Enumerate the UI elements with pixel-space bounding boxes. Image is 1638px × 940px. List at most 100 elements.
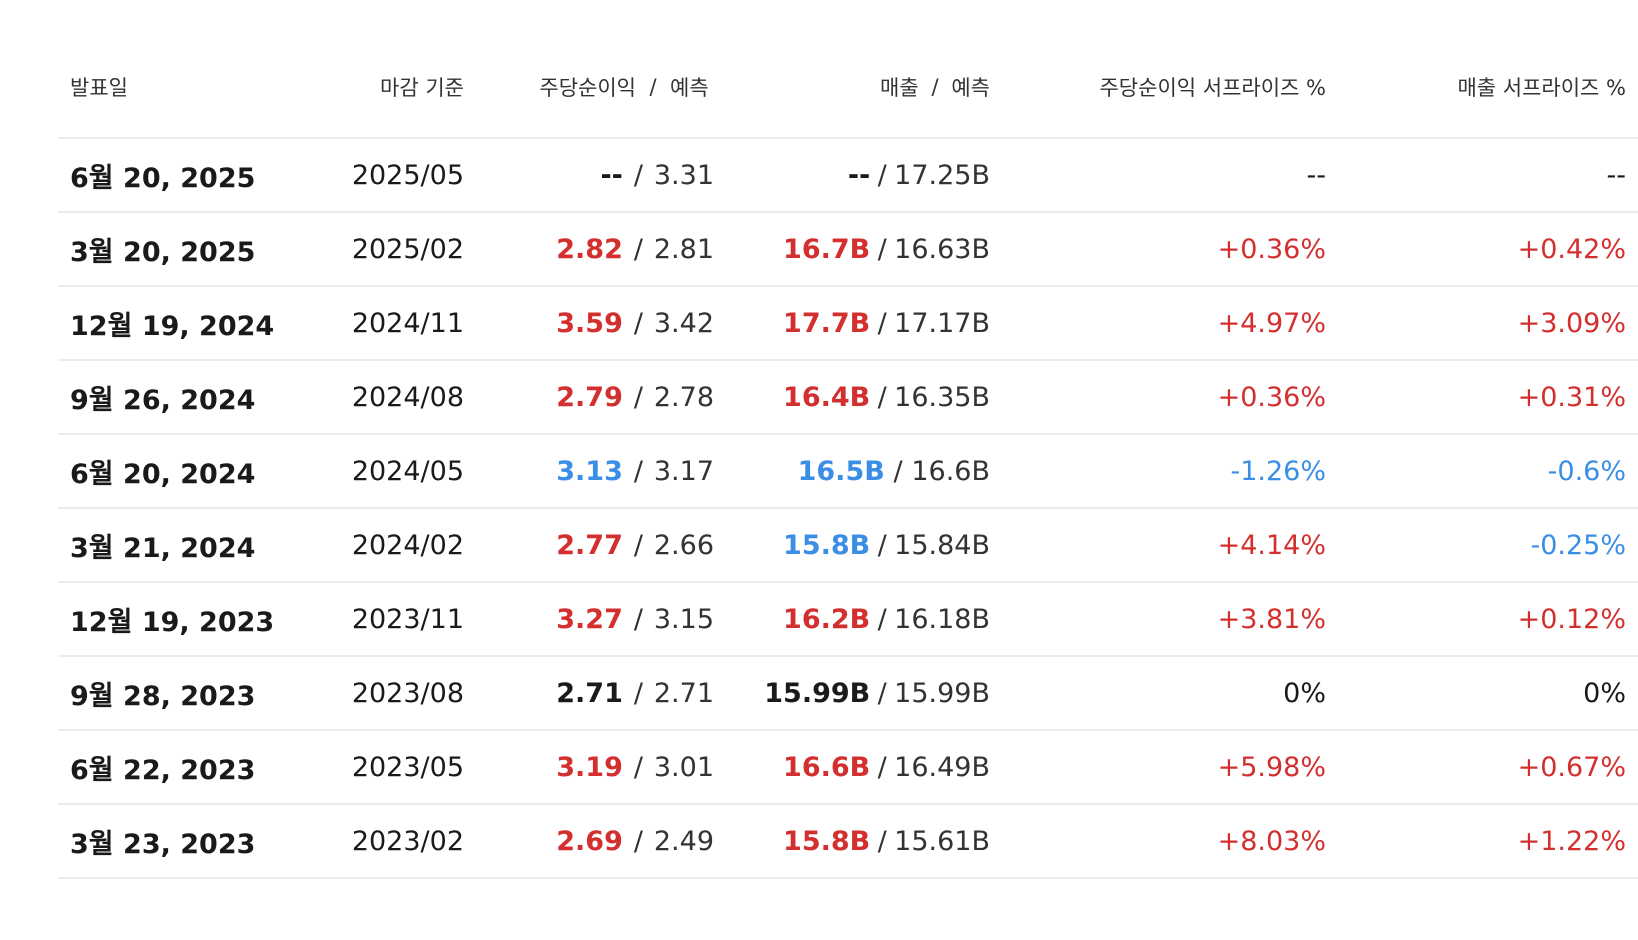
eps-cell: 3.19 / 3.01: [476, 730, 726, 805]
table-row: 3월 23, 2023 2023/02 2.69 / 2.49 15.8B / …: [58, 804, 1638, 879]
revenue-surprise-cell: +0.67%: [1338, 730, 1638, 805]
eps-forecast: 2.78: [653, 381, 714, 413]
table-row: 3월 21, 2024 2024/02 2.77 / 2.66 15.8B / …: [58, 508, 1638, 583]
eps-surprise-cell: 0%: [1002, 656, 1338, 731]
revenue-cell: 16.5B / 16.6B: [726, 434, 1002, 509]
revenue-forecast: 16.63B: [894, 233, 990, 265]
header-revenue-separator: /: [931, 74, 939, 99]
eps-separator: /: [633, 529, 643, 561]
period-end-cell: 2024/05: [294, 434, 476, 509]
eps-forecast: 3.01: [653, 751, 714, 783]
table-row: 12월 19, 2024 2024/11 3.59 / 3.42 17.7B /…: [58, 286, 1638, 361]
revenue-surprise-cell: 0%: [1338, 656, 1638, 731]
header-period-end[interactable]: 마감 기준: [294, 36, 476, 139]
table-body: 6월 20, 2025 2025/05 -- / 3.31 -- / 17.25…: [58, 138, 1638, 879]
revenue-separator: /: [877, 825, 887, 857]
release-date-cell: 3월 21, 2024: [58, 508, 294, 583]
revenue-cell: 16.2B / 16.18B: [726, 582, 1002, 657]
eps-separator: /: [633, 825, 643, 857]
revenue-actual: 16.5B: [797, 455, 885, 487]
revenue-forecast: 17.17B: [894, 307, 990, 339]
eps-forecast: 2.81: [653, 233, 714, 265]
eps-forecast: 3.42: [653, 307, 714, 339]
release-date-cell: 9월 28, 2023: [58, 656, 294, 731]
revenue-forecast: 16.49B: [894, 751, 990, 783]
eps-separator: /: [633, 677, 643, 709]
revenue-separator: /: [877, 233, 887, 265]
revenue-actual: 16.2B: [783, 603, 871, 635]
eps-actual: 2.77: [556, 529, 623, 561]
eps-separator: /: [633, 751, 643, 783]
eps-cell: 2.79 / 2.78: [476, 360, 726, 435]
header-revenue-forecast-label: 예측: [951, 75, 990, 100]
table-row: 12월 19, 2023 2023/11 3.27 / 3.15 16.2B /…: [58, 582, 1638, 657]
period-end-cell: 2024/08: [294, 360, 476, 435]
revenue-surprise-cell: -0.6%: [1338, 434, 1638, 509]
eps-forecast: 2.49: [653, 825, 714, 857]
table-row: 9월 26, 2024 2024/08 2.79 / 2.78 16.4B / …: [58, 360, 1638, 435]
revenue-actual: 16.4B: [783, 381, 871, 413]
eps-actual: 2.69: [556, 825, 623, 857]
revenue-actual: 15.8B: [783, 825, 871, 857]
release-date-cell: 6월 20, 2024: [58, 434, 294, 509]
earnings-table-container: 발표일 마감 기준 주당순이익 / 예측 매출 / 예측 주당순: [58, 36, 1638, 879]
period-end-cell: 2024/11: [294, 286, 476, 361]
revenue-cell: 15.99B / 15.99B: [726, 656, 1002, 731]
table-row: 3월 20, 2025 2025/02 2.82 / 2.81 16.7B / …: [58, 212, 1638, 287]
revenue-actual: --: [847, 159, 871, 191]
revenue-forecast: 15.61B: [894, 825, 990, 857]
table-row: 6월 22, 2023 2023/05 3.19 / 3.01 16.6B / …: [58, 730, 1638, 805]
eps-surprise-cell: +0.36%: [1002, 360, 1338, 435]
release-date-cell: 9월 26, 2024: [58, 360, 294, 435]
revenue-forecast: 16.18B: [894, 603, 990, 635]
header-eps[interactable]: 주당순이익 / 예측: [476, 36, 726, 139]
earnings-history-table: 발표일 마감 기준 주당순이익 / 예측 매출 / 예측 주당순: [58, 36, 1638, 879]
eps-separator: /: [633, 455, 643, 487]
eps-actual: 2.82: [556, 233, 623, 265]
eps-surprise-cell: +4.14%: [1002, 508, 1338, 583]
period-end-cell: 2025/02: [294, 212, 476, 287]
eps-cell: 3.27 / 3.15: [476, 582, 726, 657]
eps-actual: 2.71: [556, 677, 623, 709]
eps-actual: 3.19: [556, 751, 623, 783]
eps-cell: 3.59 / 3.42: [476, 286, 726, 361]
revenue-cell: -- / 17.25B: [726, 138, 1002, 213]
eps-surprise-cell: --: [1002, 138, 1338, 213]
period-end-cell: 2023/11: [294, 582, 476, 657]
eps-cell: 2.77 / 2.66: [476, 508, 726, 583]
header-revenue[interactable]: 매출 / 예측: [726, 36, 1002, 139]
table-row: 9월 28, 2023 2023/08 2.71 / 2.71 15.99B /…: [58, 656, 1638, 731]
eps-forecast: 3.15: [653, 603, 714, 635]
period-end-cell: 2023/05: [294, 730, 476, 805]
header-eps-surprise[interactable]: 주당순이익 서프라이즈 %: [1002, 36, 1338, 139]
release-date-cell: 3월 23, 2023: [58, 804, 294, 879]
revenue-forecast: 16.35B: [894, 381, 990, 413]
revenue-separator: /: [877, 677, 887, 709]
header-eps-forecast-label: 예측: [670, 75, 709, 100]
revenue-forecast: 16.6B: [911, 455, 990, 487]
eps-cell: 2.71 / 2.71: [476, 656, 726, 731]
revenue-actual: 16.6B: [783, 751, 871, 783]
header-release-date[interactable]: 발표일: [58, 36, 294, 139]
eps-separator: /: [633, 603, 643, 635]
revenue-cell: 17.7B / 17.17B: [726, 286, 1002, 361]
table-row: 6월 20, 2025 2025/05 -- / 3.31 -- / 17.25…: [58, 138, 1638, 213]
eps-actual: 2.79: [556, 381, 623, 413]
eps-cell: 3.13 / 3.17: [476, 434, 726, 509]
revenue-separator: /: [893, 455, 903, 487]
revenue-actual: 17.7B: [783, 307, 871, 339]
release-date-cell: 12월 19, 2024: [58, 286, 294, 361]
release-date-cell: 6월 22, 2023: [58, 730, 294, 805]
period-end-cell: 2023/02: [294, 804, 476, 879]
revenue-cell: 15.8B / 15.61B: [726, 804, 1002, 879]
eps-separator: /: [633, 381, 643, 413]
eps-actual: 3.59: [556, 307, 623, 339]
eps-cell: 2.69 / 2.49: [476, 804, 726, 879]
revenue-cell: 16.4B / 16.35B: [726, 360, 1002, 435]
revenue-surprise-cell: --: [1338, 138, 1638, 213]
revenue-separator: /: [877, 159, 887, 191]
revenue-actual: 16.7B: [783, 233, 871, 265]
eps-forecast: 2.66: [653, 529, 714, 561]
header-revenue-surprise[interactable]: 매출 서프라이즈 %: [1338, 36, 1638, 139]
release-date-cell: 6월 20, 2025: [58, 138, 294, 213]
